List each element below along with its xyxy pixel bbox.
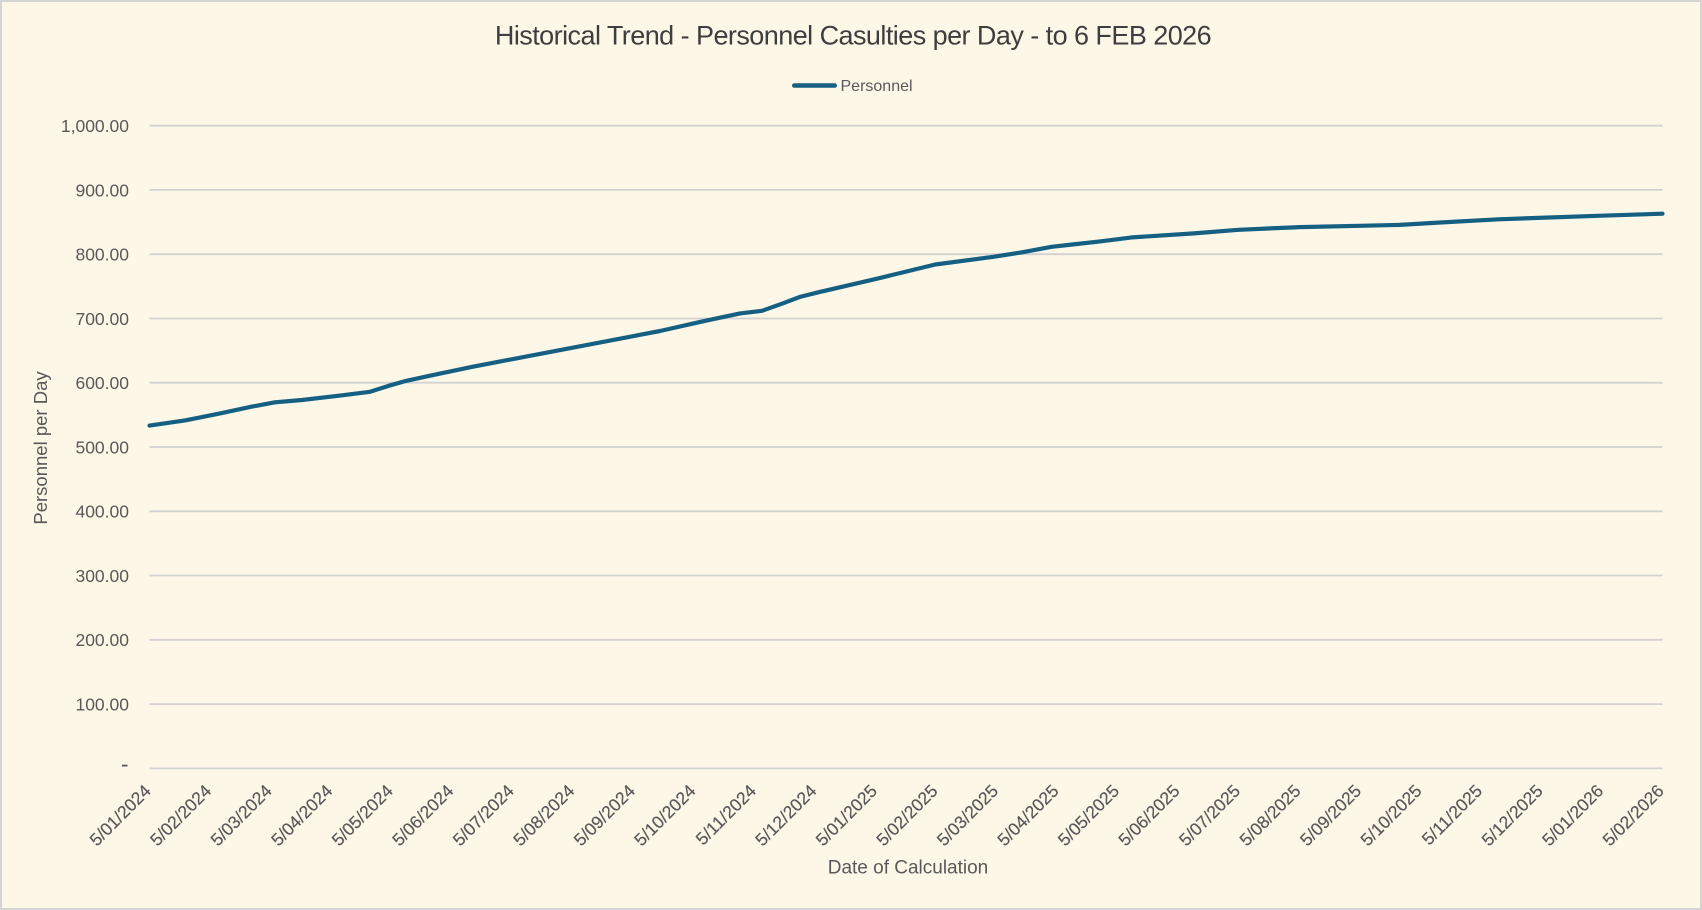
svg-text:800.00: 800.00 bbox=[75, 245, 129, 265]
svg-text:Date of Calculation: Date of Calculation bbox=[828, 857, 989, 878]
svg-text:Historical Trend - Personnel C: Historical Trend - Personnel Casulties p… bbox=[495, 21, 1211, 51]
svg-text:300.00: 300.00 bbox=[75, 566, 129, 586]
svg-text:Personnel per Day: Personnel per Day bbox=[30, 371, 51, 525]
svg-text:100.00: 100.00 bbox=[75, 695, 129, 715]
svg-text:700.00: 700.00 bbox=[75, 309, 129, 329]
svg-text:600.00: 600.00 bbox=[75, 373, 129, 393]
svg-text:900.00: 900.00 bbox=[75, 180, 129, 200]
svg-text:Personnel: Personnel bbox=[841, 78, 913, 95]
svg-text:200.00: 200.00 bbox=[75, 630, 129, 650]
svg-text:-: - bbox=[121, 751, 129, 777]
svg-text:400.00: 400.00 bbox=[75, 502, 129, 522]
svg-text:500.00: 500.00 bbox=[75, 437, 129, 457]
svg-text:1,000.00: 1,000.00 bbox=[61, 116, 129, 136]
